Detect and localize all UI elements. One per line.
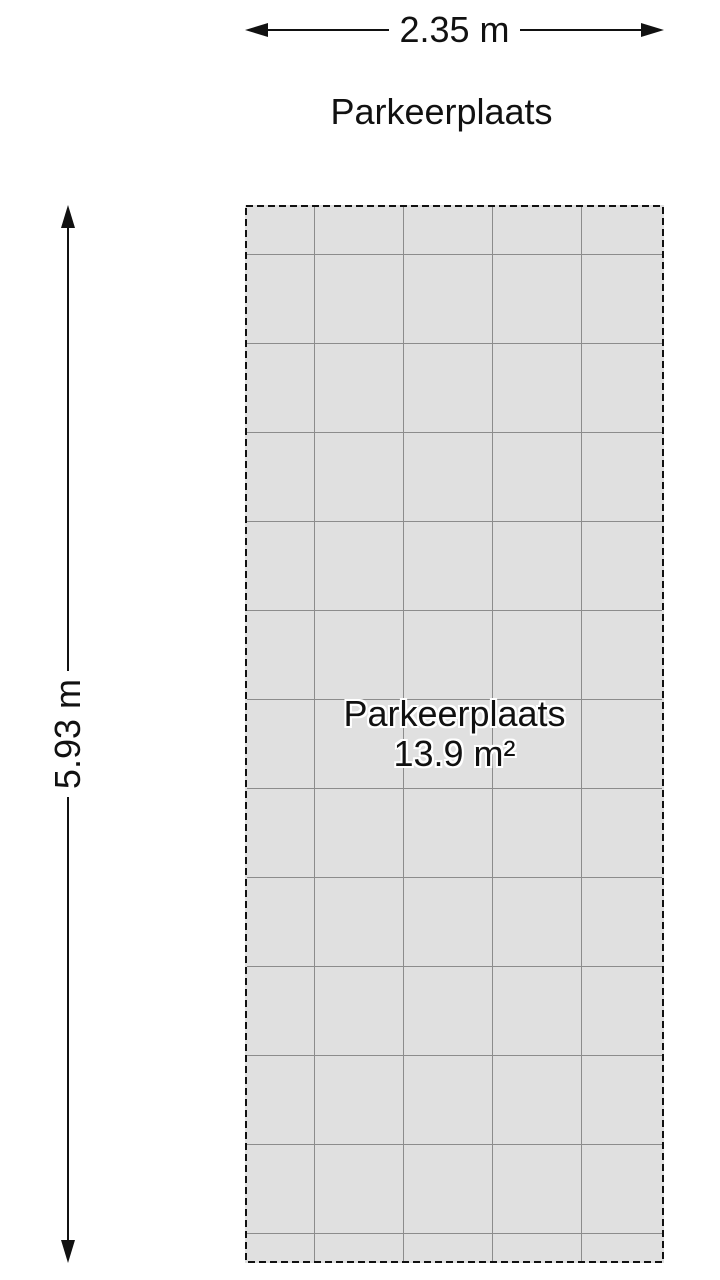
parking-space: Parkeerplaats 13.9 m² (245, 205, 664, 1263)
tile-grid (247, 207, 662, 1261)
width-dimension: 2.35 m (245, 9, 664, 50)
dimension-line (67, 228, 69, 671)
room-name: Parkeerplaats (343, 693, 566, 734)
dimension-line (67, 797, 69, 1240)
room-area: 13.9 m² (393, 733, 516, 774)
height-dimension: 5.93 m (47, 205, 88, 1263)
plan-title: Parkeerplaats (330, 91, 553, 132)
dimension-line (519, 29, 641, 31)
width-dimension-label: 2.35 m (399, 9, 510, 50)
arrowhead-right-icon (641, 23, 664, 37)
arrowhead-down-icon (61, 1240, 75, 1263)
dimension-line (268, 29, 390, 31)
room-label: Parkeerplaats 13.9 m² (343, 694, 565, 774)
arrowhead-left-icon (245, 23, 268, 37)
arrowhead-up-icon (61, 205, 75, 228)
height-dimension-label: 5.93 m (47, 678, 88, 790)
